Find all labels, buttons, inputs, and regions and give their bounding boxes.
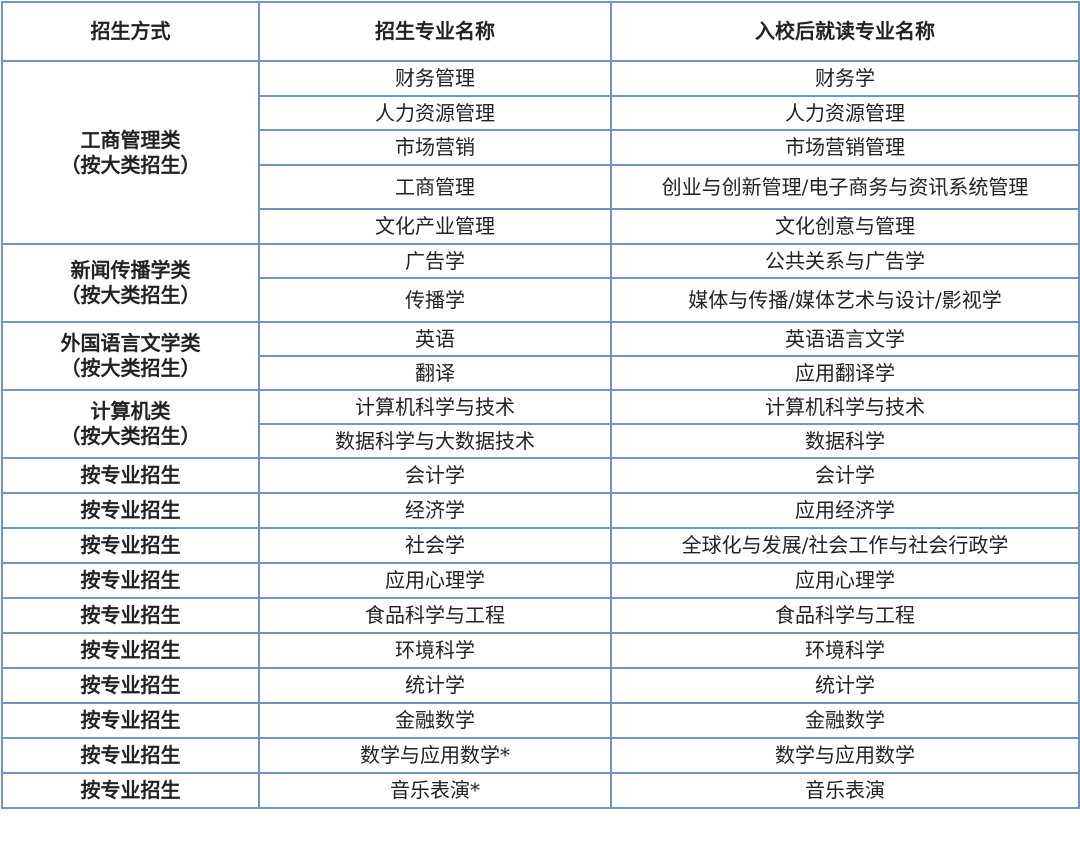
study-major-cell: 音乐表演 <box>610 772 1080 809</box>
table-row: 工商管理 创业与创新管理/电子商务与资讯系统管理 <box>2 164 1080 210</box>
study-major-cell: 食品科学与工程 <box>610 597 1080 634</box>
admission-mode-line: 外国语言文学类 <box>60 331 201 355</box>
table-row: 外国语言文学类 （按大类招生） 英语 英语语言文学 <box>1 321 1080 391</box>
admission-mode-cell: 按专业招生 <box>1 702 260 739</box>
enrollment-major-cell: 会计学 <box>258 457 612 494</box>
enrollment-major-cell: 财务管理 <box>258 60 612 97</box>
table-row: 计算机类 （按大类招生） 计算机科学与技术 计算机科学与技术 <box>1 389 1080 459</box>
study-major-cell: 文化创意与管理 <box>610 208 1080 245</box>
enrollment-major-cell: 翻译 <box>258 355 612 391</box>
study-major-cell: 创业与创新管理/电子商务与资讯系统管理 <box>610 164 1080 210</box>
study-major-cell: 计算机科学与技术 <box>610 389 1080 425</box>
enrollment-major-cell: 数据科学与大数据技术 <box>258 423 612 459</box>
study-major-cell: 环境科学 <box>610 632 1080 669</box>
header-admission-mode: 招生方式 <box>1 1 260 62</box>
table-row: 数据科学与大数据技术 数据科学 <box>2 423 1080 459</box>
study-major-cell: 公共关系与广告学 <box>610 243 1080 279</box>
admission-mode-cell: 按专业招生 <box>1 667 260 704</box>
admission-mode-cell: 按专业招生 <box>1 457 260 494</box>
table-row: 按专业招生 环境科学 环境科学 <box>1 632 1080 669</box>
table-row: 按专业招生 食品科学与工程 食品科学与工程 <box>1 597 1080 634</box>
enrollment-major-cell: 应用心理学 <box>258 562 612 599</box>
admission-mode-line: 工商管理类 <box>80 127 181 152</box>
table-row: 按专业招生 统计学 统计学 <box>1 667 1080 704</box>
enrollment-major-cell: 文化产业管理 <box>258 208 612 245</box>
enrollment-major-cell: 社会学 <box>258 527 612 564</box>
study-major-cell: 应用心理学 <box>610 562 1080 599</box>
enrollment-major-cell: 金融数学 <box>258 702 612 739</box>
table-row: 工商管理类 （按大类招生） 财务管理 财务学 <box>1 60 1080 245</box>
table-row: 人力资源管理 人力资源管理 <box>2 95 1080 131</box>
enrollment-major-cell: 广告学 <box>258 243 612 279</box>
table-row: 翻译 应用翻译学 <box>2 355 1080 391</box>
table-row: 市场营销 市场营销管理 <box>2 129 1080 166</box>
admission-mode-cell: 工商管理类 （按大类招生） <box>1 60 260 245</box>
header-enrollment-major: 招生专业名称 <box>258 1 612 62</box>
admission-mode-cell: 计算机类 （按大类招生） <box>1 389 260 459</box>
admission-mode-line: （按大类招生） <box>60 283 201 307</box>
admission-mode-line: 新闻传播学类 <box>70 258 191 282</box>
table-row: 按专业招生 会计学 会计学 <box>1 457 1080 494</box>
admission-mode-line: （按大类招生） <box>60 356 201 380</box>
admission-mode-cell: 按专业招生 <box>1 772 260 809</box>
admission-mode-cell: 新闻传播学类 （按大类招生） <box>1 243 260 323</box>
admission-mode-line: （按大类招生） <box>60 424 201 448</box>
admission-mode-cell: 按专业招生 <box>1 597 260 634</box>
study-major-cell: 人力资源管理 <box>610 95 1080 131</box>
enrollment-major-cell: 计算机科学与技术 <box>258 389 612 425</box>
admission-mode-cell: 外国语言文学类 （按大类招生） <box>1 321 260 391</box>
study-major-cell: 媒体与传播/媒体艺术与设计/影视学 <box>610 277 1080 323</box>
study-major-cell: 全球化与发展/社会工作与社会行政学 <box>610 527 1080 564</box>
table-row: 按专业招生 金融数学 金融数学 <box>1 702 1080 739</box>
table-row: 按专业招生 应用心理学 应用心理学 <box>1 562 1080 599</box>
study-major-cell: 统计学 <box>610 667 1080 704</box>
study-major-cell: 英语语言文学 <box>610 321 1080 357</box>
enrollment-major-cell: 市场营销 <box>258 129 612 166</box>
study-major-cell: 数据科学 <box>610 423 1080 459</box>
table-row: 新闻传播学类 （按大类招生） 广告学 公共关系与广告学 <box>1 243 1080 323</box>
table-row: 按专业招生 数学与应用数学* 数学与应用数学 <box>1 737 1080 774</box>
table-row: 传播学 媒体与传播/媒体艺术与设计/影视学 <box>2 277 1080 323</box>
enrollment-major-cell: 英语 <box>258 321 612 357</box>
table-row: 按专业招生 音乐表演* 音乐表演 <box>1 772 1080 809</box>
enrollment-major-cell: 食品科学与工程 <box>258 597 612 634</box>
study-major-cell: 会计学 <box>610 457 1080 494</box>
study-major-cell: 应用翻译学 <box>610 355 1080 391</box>
admission-mode-cell: 按专业招生 <box>1 492 260 529</box>
admission-mode-line: （按大类招生） <box>60 152 201 177</box>
header-study-major: 入校后就读专业名称 <box>610 1 1080 62</box>
table-row: 文化产业管理 文化创意与管理 <box>2 208 1080 245</box>
admission-mode-cell: 按专业招生 <box>1 632 260 669</box>
study-major-cell: 数学与应用数学 <box>610 737 1080 774</box>
enrollment-major-cell: 工商管理 <box>258 164 612 210</box>
enrollment-major-cell: 经济学 <box>258 492 612 529</box>
enrollment-major-cell: 传播学 <box>258 277 612 323</box>
study-major-cell: 金融数学 <box>610 702 1080 739</box>
header-row: 招生方式 招生专业名称 入校后就读专业名称 <box>1 1 1080 62</box>
table-row: 按专业招生 经济学 应用经济学 <box>1 492 1080 529</box>
study-major-cell: 应用经济学 <box>610 492 1080 529</box>
enrollment-major-cell: 音乐表演* <box>258 772 612 809</box>
admission-mode-line: 计算机类 <box>90 399 171 423</box>
study-major-cell: 财务学 <box>610 60 1080 97</box>
enrollment-major-cell: 数学与应用数学* <box>258 737 612 774</box>
study-major-cell: 市场营销管理 <box>610 129 1080 166</box>
admission-mode-cell: 按专业招生 <box>1 527 260 564</box>
enrollment-major-cell: 统计学 <box>258 667 612 704</box>
enrollment-major-cell: 人力资源管理 <box>258 95 612 131</box>
enrollment-major-cell: 环境科学 <box>258 632 612 669</box>
admission-mode-cell: 按专业招生 <box>1 562 260 599</box>
admission-mode-cell: 按专业招生 <box>1 737 260 774</box>
admissions-table: 招生方式 招生专业名称 入校后就读专业名称 工商管理类 （按大类招生） 财务管理 财务… <box>1 1 1080 809</box>
table-row: 按专业招生 社会学 全球化与发展/社会工作与社会行政学 <box>1 527 1080 564</box>
